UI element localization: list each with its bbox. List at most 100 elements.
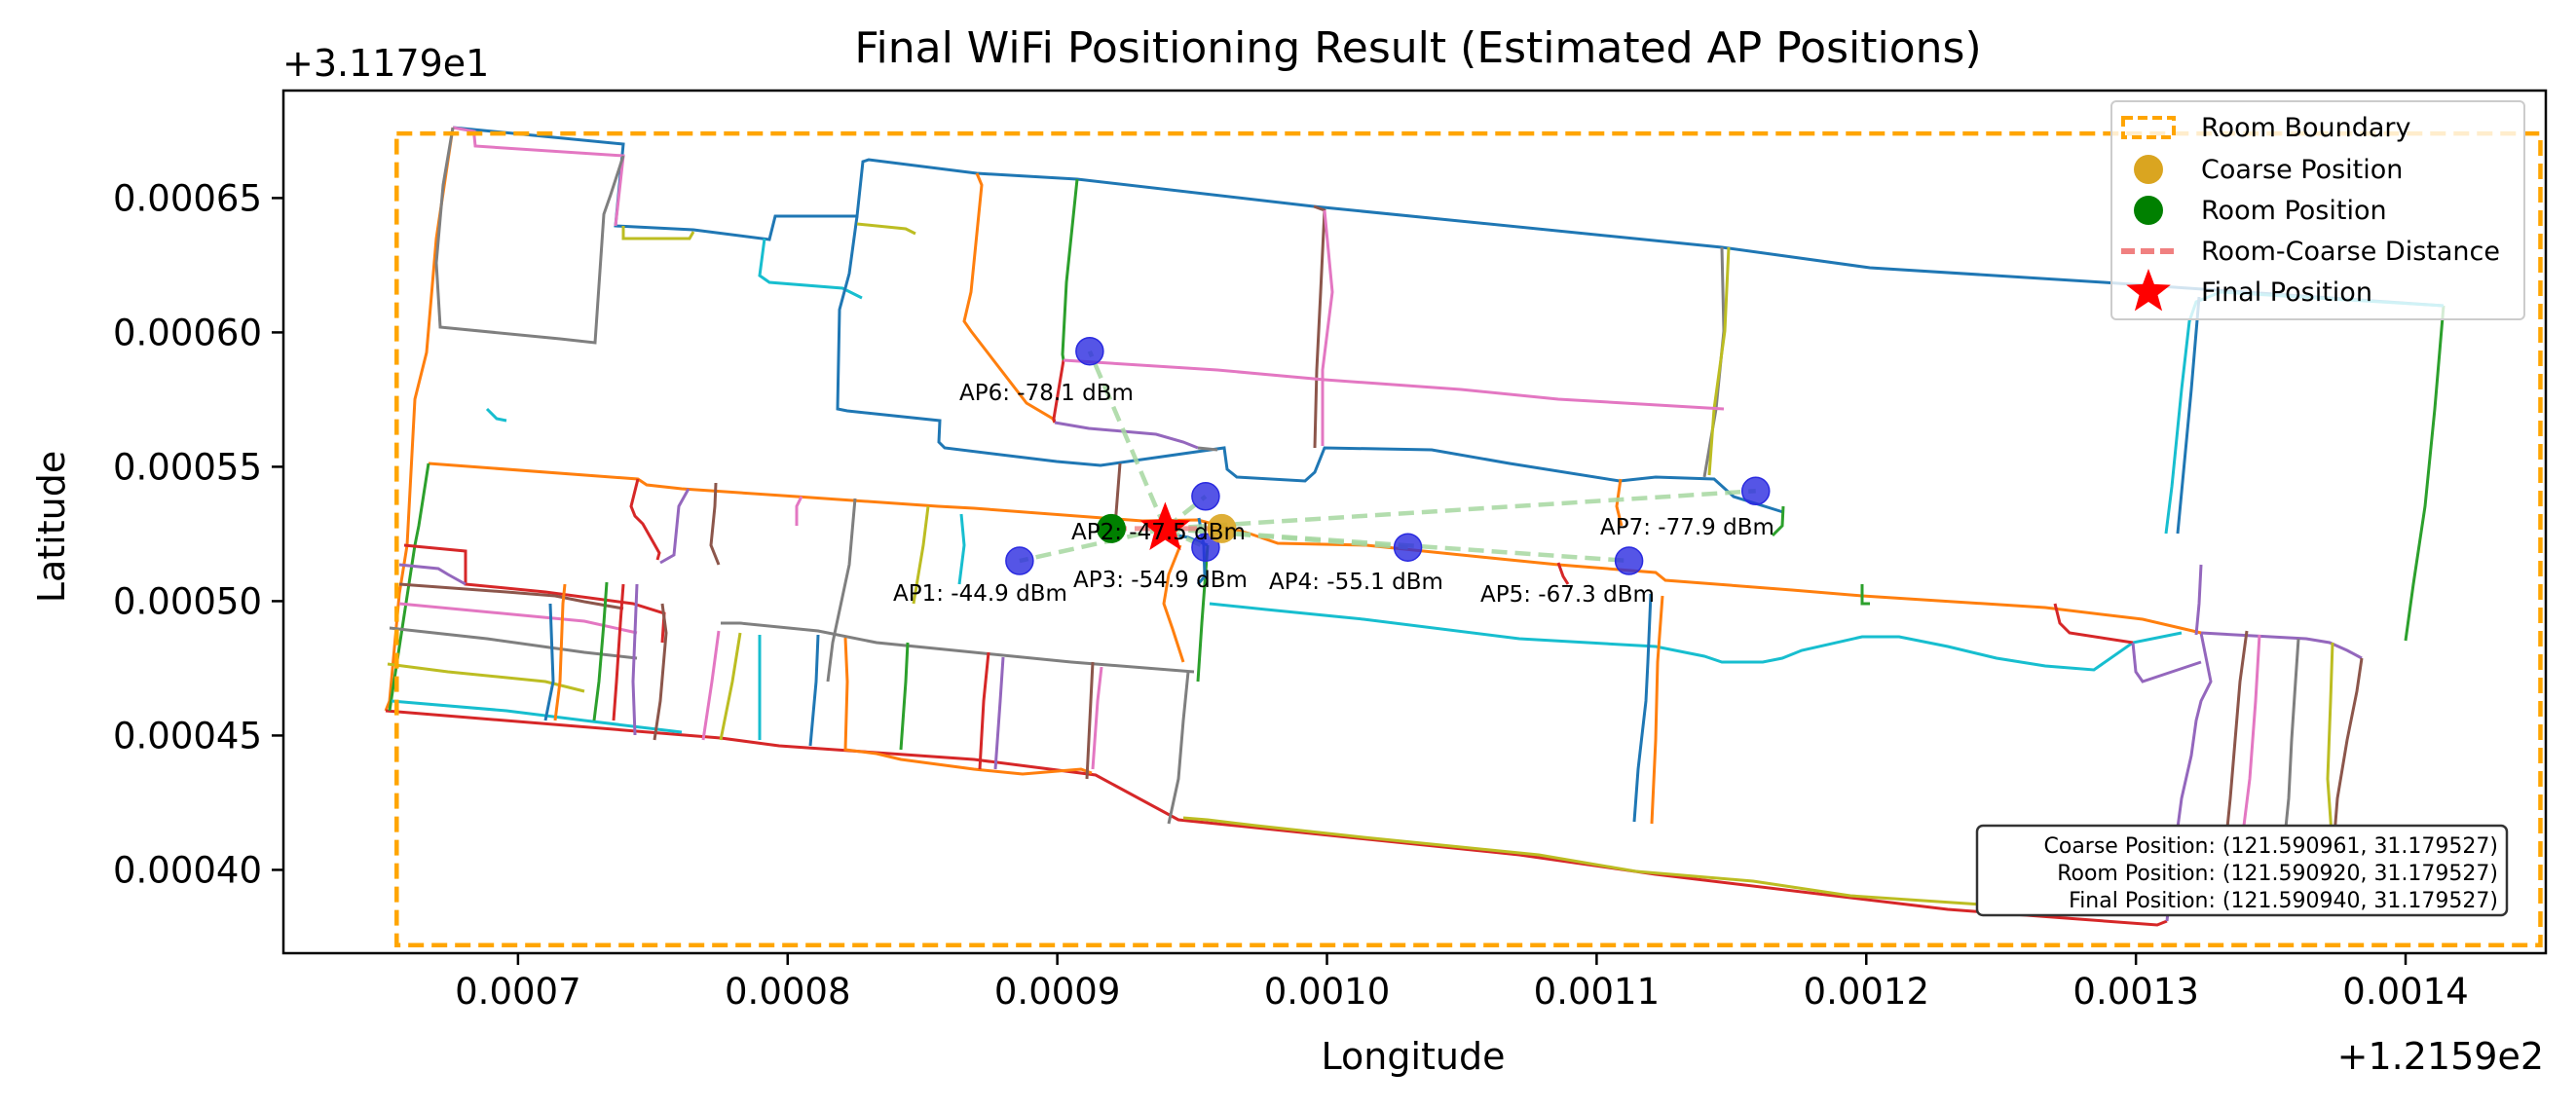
wall-segment xyxy=(758,238,863,300)
wall-segment xyxy=(389,626,638,660)
ap-marker xyxy=(1005,546,1034,575)
y-tick-label: 0.00060 xyxy=(113,312,262,353)
ap-link-line xyxy=(1087,350,1168,530)
wall-segment xyxy=(808,634,820,747)
y-tick-label: 0.00065 xyxy=(113,177,262,219)
wall-segment xyxy=(2164,290,2445,535)
legend-entry: Room-Coarse Distance xyxy=(2201,237,2500,267)
x-tick-label: 0.0010 xyxy=(1264,971,1390,1013)
wall-segment xyxy=(1182,816,1997,907)
info-line: Room Position: (121.590920, 31.179527) xyxy=(2057,862,2498,886)
wall-segment xyxy=(391,699,683,734)
wall-segment xyxy=(1209,602,2183,672)
ap-marker xyxy=(1075,336,1104,366)
wall-segment xyxy=(398,563,467,586)
wall-segment xyxy=(543,603,555,721)
wall-segment xyxy=(2194,564,2203,636)
wall-segment xyxy=(2332,657,2364,848)
x-tick-label: 0.0008 xyxy=(725,971,850,1013)
wall-segment xyxy=(385,709,2168,927)
y-offset-label: +3.1179e1 xyxy=(282,42,489,85)
wall-segment xyxy=(1197,446,1218,452)
wall-segment xyxy=(899,642,910,751)
axis-ticks: 0.0007 0.0008 0.0009 0.0010 0.0011 0.0012 0.00… xyxy=(113,177,2469,1013)
wall-segment xyxy=(629,478,661,561)
wall-segment xyxy=(612,583,625,721)
x-offset-label: +1.2159e2 xyxy=(2337,1035,2544,1078)
wall-segment xyxy=(398,602,638,635)
position-info-box: Coarse Position: (121.590961, 31.179527)… xyxy=(1975,824,2509,917)
wall-segment xyxy=(398,582,624,610)
wall-segment xyxy=(912,505,930,605)
wall-segment xyxy=(719,632,742,741)
ap-marker xyxy=(1191,482,1220,511)
ap-marker xyxy=(1393,533,1423,562)
legend: Room Boundary Coarse Position Room Positio… xyxy=(2110,100,2525,320)
wall-segment xyxy=(1061,178,1079,361)
y-tick-label: 0.00040 xyxy=(113,849,262,891)
wall-segment xyxy=(1707,246,1731,476)
wall-segment xyxy=(434,127,625,345)
x-tick-label: 0.0013 xyxy=(2072,971,2198,1013)
x-tick-label: 0.0011 xyxy=(1534,971,1660,1013)
wall-segment xyxy=(631,583,639,736)
room-position-marker xyxy=(1097,513,1127,543)
wall-segment xyxy=(653,603,668,741)
wall-segment xyxy=(592,581,609,721)
info-line: Final Position: (121.590940, 31.179527) xyxy=(2069,889,2498,913)
ap-marker xyxy=(1740,476,1771,506)
plot-frame xyxy=(281,89,2548,955)
wall-segment xyxy=(1771,505,1785,537)
x-tick-label: 0.0009 xyxy=(994,971,1120,1013)
wall-segment xyxy=(709,482,721,566)
wall-segment xyxy=(1860,584,1870,606)
wall-segment xyxy=(843,637,1093,776)
final-position-star xyxy=(1139,501,1191,551)
wall-segment xyxy=(1321,209,1334,446)
wall-segment xyxy=(485,407,507,423)
ap-label: AP5: -67.3 dBm xyxy=(1480,582,1655,608)
wall-segment xyxy=(2053,603,2134,645)
y-tick-label: 0.00050 xyxy=(113,580,262,622)
wall-segment xyxy=(428,462,2202,635)
x-tick-label: 0.0012 xyxy=(1804,971,1929,1013)
wall-segment xyxy=(836,215,1784,514)
wall-segment xyxy=(1313,204,1326,449)
wall-segment xyxy=(452,126,2445,308)
ap-label: AP7: -77.9 dBm xyxy=(1600,515,1774,540)
plot-overlay: AP1: -44.9 dBm AP2: -47.5 dBm AP3: -54.9 d… xyxy=(394,130,2543,947)
wall-segment xyxy=(384,127,455,712)
ap-label: AP4: -55.1 dBm xyxy=(1269,570,1443,595)
chart-title: Final WiFi Positioning Result (Estimated… xyxy=(854,23,1981,73)
y-tick-label: 0.00055 xyxy=(113,446,262,488)
wall-segment xyxy=(1085,661,1095,780)
legend-room-marker xyxy=(2134,196,2163,225)
y-axis-label: Latitude xyxy=(30,451,73,603)
ap-link-line xyxy=(1165,526,1629,564)
wall-segment xyxy=(993,656,1005,770)
ap-label: AP1: -44.9 dBm xyxy=(893,581,1067,607)
ap-link-line xyxy=(1165,489,1756,532)
x-tick-label: 0.0014 xyxy=(2342,971,2468,1013)
wall-segment xyxy=(659,488,691,565)
wall-segment xyxy=(1063,358,1725,411)
x-tick-label: 0.0007 xyxy=(455,971,580,1013)
wall-segment xyxy=(1632,593,1653,823)
coarse-position-marker xyxy=(1207,513,1237,543)
wall-segment xyxy=(1162,544,1185,663)
wall-segment xyxy=(2176,296,2201,535)
wall-segment xyxy=(1556,562,1570,585)
legend-boundary-swatch xyxy=(2121,116,2176,139)
wall-segment xyxy=(701,630,721,741)
wall-segment xyxy=(2282,638,2300,848)
wall-segment xyxy=(957,513,966,585)
ap-link-line xyxy=(1019,526,1166,564)
x-axis-label: Longitude xyxy=(1322,1035,1506,1078)
y-tick-label: 0.00045 xyxy=(113,715,262,757)
wall-segment xyxy=(826,498,857,683)
legend-box xyxy=(2110,100,2525,320)
ap-label: AP6: -78.1 dBm xyxy=(959,381,1134,406)
wall-segment xyxy=(2404,305,2445,642)
wall-segment xyxy=(856,222,916,236)
